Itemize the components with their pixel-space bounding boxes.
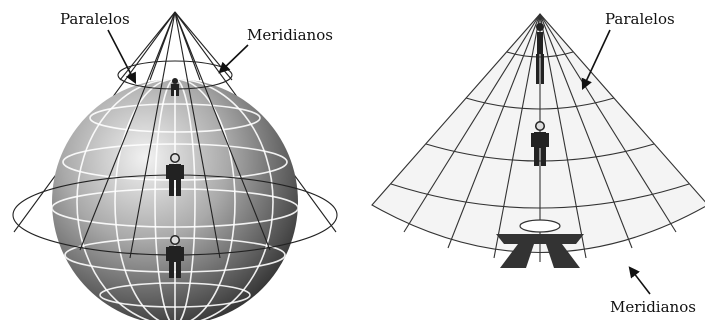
arrow-paralelos-left xyxy=(107,29,137,84)
figure-middle-fan xyxy=(531,121,549,166)
label-paralelos-right: Paralelos xyxy=(605,10,675,28)
figure-top-stretched xyxy=(536,23,544,84)
label-paralelos-left: Paralelos xyxy=(60,10,130,28)
fan-meridians xyxy=(403,13,677,262)
arrow-paralelos-right xyxy=(581,29,611,91)
arrow-meridianos-left xyxy=(218,44,249,74)
arrow-meridianos-right xyxy=(628,266,651,295)
figure-bottom-distorted xyxy=(496,219,584,268)
label-meridianos-right: Meridianos xyxy=(610,298,696,316)
figure-top xyxy=(171,78,179,96)
right-panel-unrolled-cone: Paralelos Meridianos xyxy=(371,10,705,316)
label-meridianos-left: Meridianos xyxy=(247,26,333,44)
figure-middle xyxy=(166,153,184,196)
figure-bottom xyxy=(166,235,184,278)
left-panel-globe-cone: Paralelos Meridianos xyxy=(12,10,338,320)
